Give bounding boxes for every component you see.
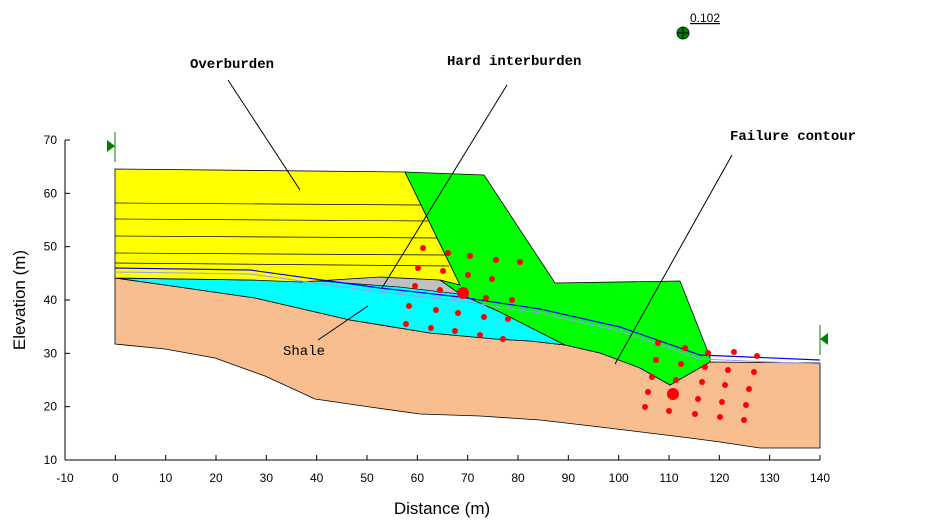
left-boundary-marker <box>107 132 116 162</box>
grid-point <box>731 349 737 355</box>
grid-point <box>741 417 747 423</box>
grid-point <box>467 253 473 259</box>
critical-center-left <box>457 287 469 299</box>
x-tick-label: 70 <box>461 471 475 485</box>
x-tick-label: 120 <box>709 471 729 485</box>
grid-point <box>743 402 749 408</box>
grid-point <box>649 374 655 380</box>
grid-point <box>682 345 688 351</box>
x-tick-label: 20 <box>209 471 223 485</box>
y-tick-label: 20 <box>44 400 58 414</box>
x-tick-label: 0 <box>112 471 119 485</box>
grid-point <box>746 386 752 392</box>
grid-point <box>412 283 418 289</box>
x-tick-label: 130 <box>760 471 780 485</box>
y-tick-label: 50 <box>44 240 58 254</box>
x-tick-label: 40 <box>310 471 324 485</box>
overburden-label: Overburden <box>190 57 274 73</box>
grid-point <box>505 316 511 322</box>
y-tick-label: 30 <box>44 346 58 360</box>
x-tick-label: -10 <box>56 471 74 485</box>
grid-point <box>500 336 506 342</box>
grid-point <box>481 314 487 320</box>
grid-point <box>722 382 728 388</box>
grid-point <box>699 379 705 385</box>
x-tick-label: 60 <box>411 471 425 485</box>
right-boundary-marker <box>819 325 828 355</box>
grid-point <box>754 353 760 359</box>
grid-point <box>719 399 725 405</box>
grid-point <box>489 276 495 282</box>
overburden-bedding-lines <box>114 202 450 267</box>
grid-point <box>403 321 409 327</box>
factor-of-safety-marker: 0.102 <box>676 11 720 40</box>
grid-point <box>702 364 708 370</box>
grid-point <box>705 350 711 356</box>
hard-interburden-leader <box>381 84 508 289</box>
failure-contour-label: Failure contour <box>730 129 856 145</box>
x-axis-ticks: -10 0 10 20 30 40 50 60 70 80 90 100 110 120 130 140 <box>56 455 830 485</box>
y-axis-title: Elevation (m) <box>10 250 29 350</box>
grid-point <box>695 396 701 402</box>
x-axis-title: Distance (m) <box>394 499 490 518</box>
grid-point <box>465 272 471 278</box>
y-tick-label: 40 <box>44 293 58 307</box>
grid-point <box>678 361 684 367</box>
grid-point <box>452 328 458 334</box>
factor-of-safety-value: 0.102 <box>690 11 720 25</box>
x-tick-label: 90 <box>562 471 576 485</box>
slip-surface-grid-points <box>403 245 760 423</box>
grid-point <box>655 340 661 346</box>
grid-point <box>717 414 723 420</box>
grid-point <box>725 367 731 373</box>
grid-point <box>406 303 412 309</box>
grid-point <box>455 310 461 316</box>
shale-label: Shale <box>283 344 325 360</box>
grid-point <box>673 377 679 383</box>
grid-point <box>477 332 483 338</box>
critical-center-right <box>667 388 679 400</box>
grid-point <box>645 389 651 395</box>
y-tick-label: 10 <box>44 453 58 467</box>
grid-point <box>428 325 434 331</box>
grid-point <box>653 357 659 363</box>
grid-point <box>437 287 443 293</box>
x-tick-label: 10 <box>159 471 173 485</box>
grid-point <box>751 369 757 375</box>
failure-contour-leader <box>614 154 733 365</box>
shale-leader <box>317 305 369 341</box>
grid-point <box>493 257 499 263</box>
grid-point <box>433 307 439 313</box>
grid-point <box>517 259 523 265</box>
y-axis-ticks: 10 20 30 40 50 60 70 <box>44 133 70 467</box>
hard-interburden-label: Hard interburden <box>447 54 581 70</box>
grid-point <box>509 297 515 303</box>
y-tick-label: 60 <box>44 186 58 200</box>
overburden-leader <box>227 79 301 191</box>
grid-point <box>692 411 698 417</box>
overburden-layer <box>114 168 461 286</box>
y-tick-label: 70 <box>44 133 58 147</box>
grid-point <box>415 265 421 271</box>
x-tick-label: 110 <box>659 471 678 485</box>
grid-point <box>420 245 426 251</box>
grid-point <box>666 408 672 414</box>
x-tick-label: 140 <box>810 471 830 485</box>
grid-point <box>440 268 446 274</box>
grid-point <box>642 404 648 410</box>
grid-point <box>445 250 451 256</box>
x-tick-label: 100 <box>609 471 629 485</box>
x-tick-label: 80 <box>511 471 525 485</box>
x-tick-label: 50 <box>360 471 374 485</box>
x-tick-label: 30 <box>260 471 274 485</box>
grid-point <box>483 295 489 301</box>
